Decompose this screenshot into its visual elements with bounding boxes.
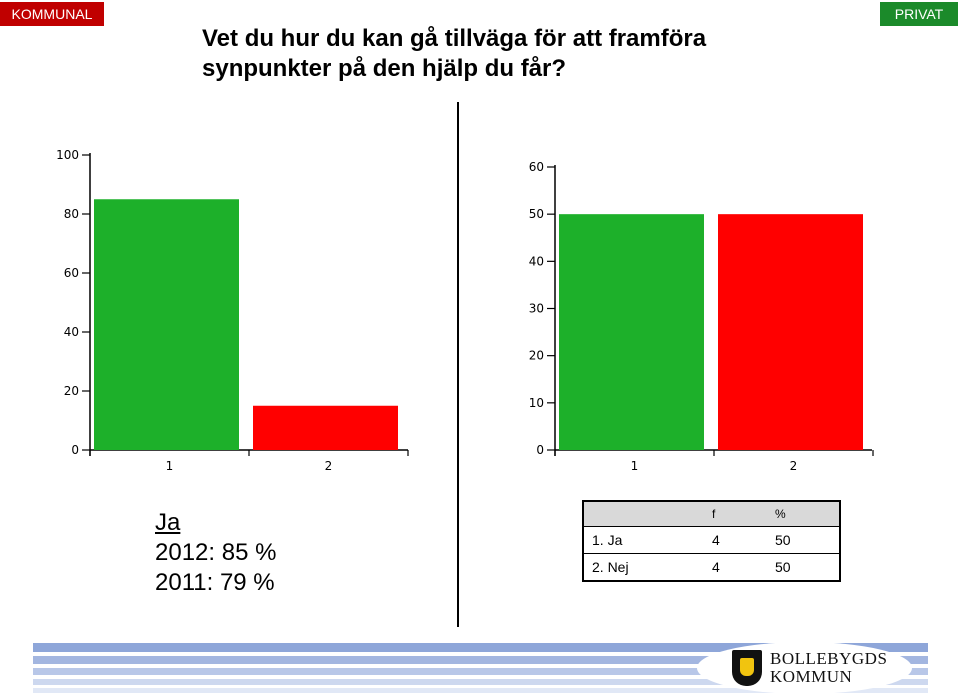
summary-block: Ja 2012: 85 % 2011: 79 % bbox=[155, 508, 276, 598]
table-row: 1. Ja 4 50 bbox=[583, 526, 840, 554]
table-header-row: f % bbox=[583, 501, 840, 527]
logo-line-1: BOLLEBYGDS bbox=[770, 649, 888, 668]
table-cell: 2. Nej bbox=[583, 553, 704, 582]
y-tick-label: 20 bbox=[64, 384, 79, 398]
table-cell: 50 bbox=[767, 553, 840, 582]
privat-badge: PRIVAT bbox=[880, 2, 958, 26]
x-tick-label: 2 bbox=[325, 459, 333, 473]
municipal-shield-icon bbox=[732, 650, 762, 686]
y-tick-label: 40 bbox=[64, 325, 79, 339]
y-tick-label: 60 bbox=[64, 266, 79, 280]
x-tick-label: 2 bbox=[790, 459, 798, 473]
y-tick-label: 20 bbox=[529, 349, 544, 363]
bar-2 bbox=[718, 214, 863, 450]
kommunal-bar-chart: 0 20 40 60 80 100 1 2 bbox=[56, 148, 409, 473]
center-divider bbox=[457, 102, 459, 627]
y-tick-label: 0 bbox=[536, 443, 544, 457]
bar-1 bbox=[94, 199, 239, 450]
bar-1 bbox=[559, 214, 704, 450]
bar-2 bbox=[253, 405, 398, 450]
x-tick-label: 1 bbox=[631, 459, 639, 473]
y-tick-label: 30 bbox=[529, 302, 544, 316]
privat-bar-chart: 0 10 20 30 40 50 60 1 2 bbox=[529, 160, 874, 473]
y-tick-label: 0 bbox=[71, 443, 79, 457]
table-cell: 4 bbox=[704, 526, 767, 554]
x-tick-label: 1 bbox=[166, 459, 174, 473]
title-line-2: synpunkter på den hjälp du får? bbox=[202, 55, 567, 82]
summary-label: Ja bbox=[155, 509, 181, 536]
kommunal-badge: KOMMUNAL bbox=[0, 2, 104, 26]
y-tick-label: 100 bbox=[56, 148, 79, 162]
summary-2012: 2012: 85 % bbox=[155, 539, 277, 566]
table-header-cell: f bbox=[704, 501, 767, 527]
page-title: Vet du hur du kan gå tillväga för att fr… bbox=[202, 24, 822, 84]
table-header-cell: % bbox=[767, 501, 840, 527]
table-header-cell bbox=[583, 501, 704, 527]
municipality-logo: BOLLEBYGDS KOMMUN bbox=[770, 650, 887, 686]
title-line-1: Vet du hur du kan gå tillväga för att fr… bbox=[202, 25, 707, 52]
summary-2011: 2011: 79 % bbox=[155, 569, 275, 596]
footer-stripes bbox=[33, 643, 928, 693]
logo-line-2: KOMMUN bbox=[770, 667, 853, 686]
y-tick-label: 10 bbox=[529, 396, 544, 410]
table-row: 2. Nej 4 50 bbox=[583, 553, 840, 582]
table-cell: 1. Ja bbox=[583, 526, 704, 554]
table-cell: 4 bbox=[704, 553, 767, 582]
y-tick-label: 40 bbox=[529, 254, 544, 268]
table-cell: 50 bbox=[767, 526, 840, 554]
y-tick-label: 50 bbox=[529, 207, 544, 221]
y-tick-label: 60 bbox=[529, 160, 544, 174]
frequency-table: f % 1. Ja 4 50 2. Nej 4 50 bbox=[582, 500, 841, 582]
y-tick-label: 80 bbox=[64, 207, 79, 221]
